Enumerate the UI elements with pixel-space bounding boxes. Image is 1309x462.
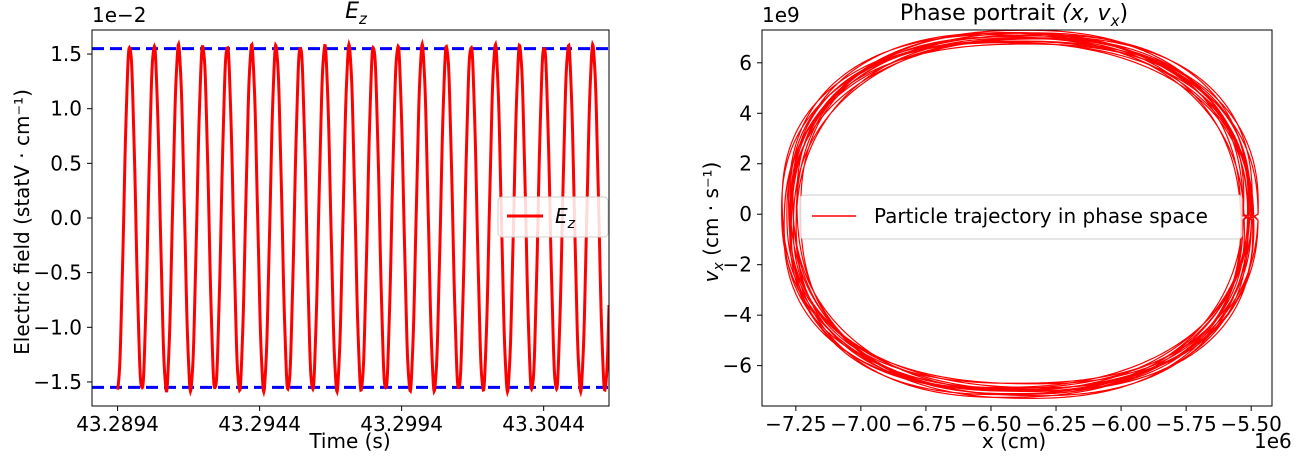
ez-y-tick-label: −1.0: [33, 315, 82, 339]
phase-x-tick-label: −6.25: [1025, 412, 1086, 436]
phase-y-tick-label: −6: [723, 354, 752, 378]
phase-y-tick-label: 4: [739, 101, 752, 125]
phase-legend: Particle trajectory in phase space: [799, 194, 1243, 240]
ez-series-line: [116, 38, 609, 398]
ez-y-tick-label: 0.0: [50, 206, 82, 230]
ez-y-tick-label: −0.5: [33, 261, 82, 285]
phase-chart: Phase portrait (x, vx) 1e9 1e6 −7.25 −7.0…: [699, 1, 1292, 453]
ez-x-tick-label: 43.2994: [360, 412, 443, 436]
phase-plot-frame: [761, 29, 1273, 407]
ez-x-axis-ticks: 43.2894 43.2944 43.2994 43.3044: [76, 406, 585, 436]
phase-y-axis-ticks: −6 −4 −2 0 2 4 6: [723, 51, 762, 378]
phase-y-tick-label: −4: [723, 303, 752, 327]
phase-y-tick-label: 0: [739, 202, 752, 226]
phase-x-tick-label: −6.75: [895, 412, 956, 436]
ez-y-offset: 1e−2: [92, 3, 147, 27]
phase-plot-area: [781, 30, 1259, 399]
ez-x-tick-label: 43.2894: [76, 412, 159, 436]
phase-x-tick-label: −5.50: [1221, 412, 1282, 436]
phase-trajectory-line: [781, 30, 1259, 399]
ez-legend-box: [497, 196, 609, 238]
ez-y-tick-label: 0.5: [50, 151, 82, 175]
phase-x-tick-label: −5.75: [1155, 412, 1216, 436]
ez-legend-label: Ez: [555, 204, 576, 232]
phase-chart-title: Phase portrait (x, vx): [900, 1, 1128, 30]
phase-y-axis-label: vx (cm · s⁻¹): [699, 162, 727, 283]
phase-y-tick-label: 2: [739, 152, 752, 176]
ez-y-tick-label: 1.0: [50, 97, 82, 121]
phase-legend-label: Particle trajectory in phase space: [874, 204, 1208, 228]
ez-y-axis-label: Electric field (statV · cm⁻¹): [10, 89, 34, 355]
phase-x-axis-label: x (cm): [982, 429, 1046, 453]
ez-plot-area: [92, 38, 609, 398]
phase-y-tick-label: −2: [723, 253, 752, 277]
ez-x-tick-label: 43.2944: [218, 412, 301, 436]
phase-y-offset: 1e9: [762, 3, 800, 27]
ez-legend: Ez: [497, 196, 609, 238]
ez-chart: Ez 1e−2 43.2894 43.2944 43.2994 43.3044 −1.…: [10, 0, 610, 453]
phase-legend-box: [799, 194, 1243, 240]
ez-x-axis-label: Time (s): [308, 429, 390, 453]
ez-y-axis-ticks: −1.5 −1.0 −0.5 0.0 0.5 1.0 1.5: [33, 42, 92, 394]
phase-x-offset: 1e6: [1254, 429, 1292, 453]
phase-x-axis-ticks: −7.25 −7.00 −6.75 −6.50 −6.25 −6.00 −5.75 −5.50: [765, 406, 1282, 436]
ez-plot-frame: [91, 29, 610, 407]
phase-x-tick-label: −7.25: [765, 412, 826, 436]
ez-x-tick-label: 43.3044: [502, 412, 585, 436]
phase-x-tick-label: −7.00: [830, 412, 891, 436]
ez-y-tick-label: 1.5: [50, 42, 82, 66]
ez-y-tick-label: −1.5: [33, 370, 82, 394]
ez-chart-title: Ez: [345, 0, 368, 28]
phase-y-tick-label: 6: [739, 51, 752, 75]
phase-x-tick-label: −6.00: [1090, 412, 1151, 436]
phase-x-tick-label: −6.50: [960, 412, 1021, 436]
